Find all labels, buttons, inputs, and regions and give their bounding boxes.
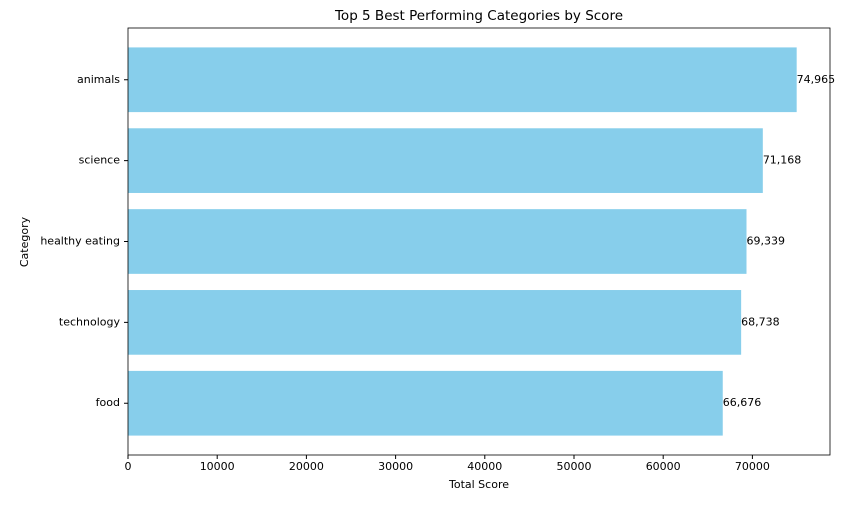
y-tick-label: technology xyxy=(59,315,121,328)
y-tick-label: food xyxy=(96,396,120,409)
bar xyxy=(128,209,747,274)
x-tick-label: 20000 xyxy=(289,460,324,473)
bar xyxy=(128,47,797,113)
bar xyxy=(128,128,763,193)
chart-title: Top 5 Best Performing Categories by Scor… xyxy=(334,8,623,24)
x-axis-label: Total Score xyxy=(448,478,509,491)
bar xyxy=(128,370,723,436)
bar xyxy=(128,290,742,355)
y-tick-label: science xyxy=(79,154,121,167)
y-tick-label: animals xyxy=(77,73,120,86)
value-label: 74,965 xyxy=(797,73,836,86)
value-label: 66,676 xyxy=(723,396,762,409)
x-tick-label: 0 xyxy=(125,460,132,473)
value-label: 71,168 xyxy=(763,154,802,167)
y-tick-label: healthy eating xyxy=(40,235,120,248)
x-tick-label: 60000 xyxy=(646,460,681,473)
x-tick-label: 30000 xyxy=(378,460,413,473)
value-label: 68,738 xyxy=(741,315,780,328)
x-tick-label: 70000 xyxy=(735,460,770,473)
plot-frame xyxy=(127,27,831,456)
y-axis-label: Category xyxy=(18,216,31,267)
value-label: 69,339 xyxy=(747,235,786,248)
x-tick-label: 50000 xyxy=(556,460,591,473)
x-tick-label: 10000 xyxy=(200,460,235,473)
x-tick-label: 40000 xyxy=(467,460,502,473)
